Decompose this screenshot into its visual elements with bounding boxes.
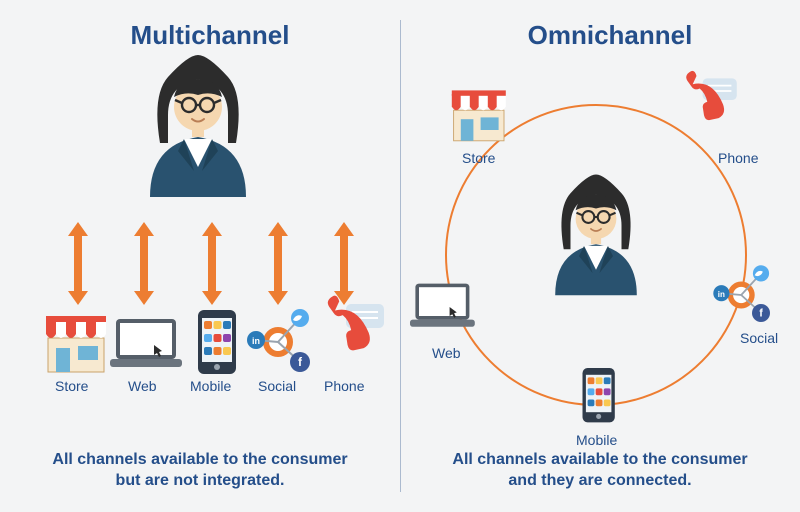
right-label-mobile: Mobile bbox=[576, 432, 617, 448]
left-label-social: Social bbox=[258, 378, 296, 394]
left-label-store: Store bbox=[55, 378, 88, 394]
svg-text:in: in bbox=[718, 290, 725, 299]
left-label-mobile: Mobile bbox=[190, 378, 231, 394]
right-label-phone: Phone bbox=[718, 150, 758, 166]
right-label-web: Web bbox=[432, 345, 461, 361]
svg-text:in: in bbox=[252, 336, 260, 346]
left-label-phone: Phone bbox=[324, 378, 364, 394]
diagram-canvas: finfin bbox=[0, 0, 800, 512]
svg-text:f: f bbox=[759, 308, 763, 320]
left-label-web: Web bbox=[128, 378, 157, 394]
right-label-store: Store bbox=[462, 150, 495, 166]
right-label-social: Social bbox=[740, 330, 778, 346]
